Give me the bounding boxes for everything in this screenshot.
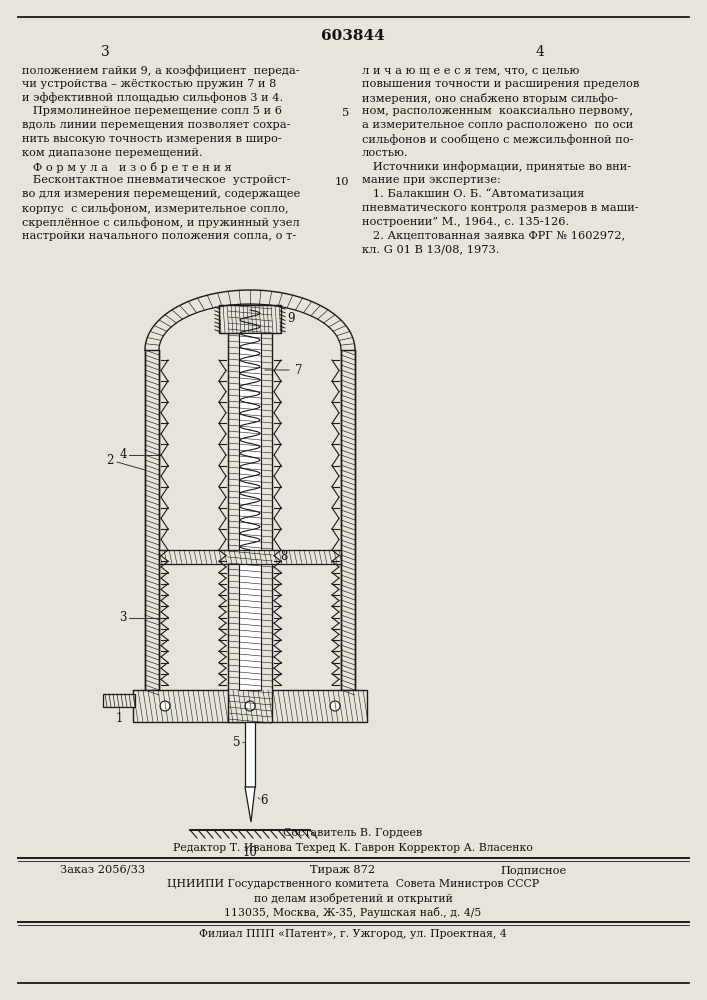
Text: Редактор Т. Иванова Техред К. Гаврон Корректор А. Власенко: Редактор Т. Иванова Техред К. Гаврон Кор…	[173, 843, 533, 853]
Text: ностроении” М., 1964., с. 135-126.: ностроении” М., 1964., с. 135-126.	[362, 217, 569, 227]
Text: ком диапазоне перемещений.: ком диапазоне перемещений.	[22, 148, 203, 158]
Text: положением гайки 9, а коэффициент  переда-: положением гайки 9, а коэффициент переда…	[22, 65, 300, 76]
Text: корпус  с сильфоном, измерительное сопло,: корпус с сильфоном, измерительное сопло,	[22, 203, 288, 214]
Bar	[239, 333, 261, 690]
Polygon shape	[245, 787, 255, 822]
Text: Источники информации, принятые во вни-: Источники информации, принятые во вни-	[362, 162, 631, 172]
Text: 1. Балакшин О. Б. “Автоматизация: 1. Балакшин О. Б. “Автоматизация	[362, 189, 585, 199]
Text: Бесконтактное пневматическое  устройст-: Бесконтактное пневматическое устройст-	[22, 175, 291, 185]
Text: 1: 1	[115, 712, 123, 726]
Bar	[228, 305, 272, 722]
Text: нить высокую точность измерения в широ-: нить высокую точность измерения в широ-	[22, 134, 282, 144]
Bar	[159, 550, 341, 564]
Text: скреплённое с сильфоном, и пружинный узел: скреплённое с сильфоном, и пружинный узе…	[22, 217, 300, 228]
Text: 4: 4	[536, 45, 544, 59]
Text: по делам изобретений и открытий: по делам изобретений и открытий	[254, 893, 452, 904]
Text: кл. G 01 B 13/08, 1973.: кл. G 01 B 13/08, 1973.	[362, 244, 500, 254]
Text: Тираж 872: Тираж 872	[310, 865, 375, 875]
Bar	[219, 305, 281, 333]
Text: 3: 3	[100, 45, 110, 59]
Bar	[133, 690, 367, 722]
Text: Прямолинейное перемещение сопл 5 и 6: Прямолинейное перемещение сопл 5 и 6	[22, 106, 282, 116]
Text: 10: 10	[334, 177, 349, 187]
Bar	[103, 694, 135, 707]
Text: мание при экспертизе:: мание при экспертизе:	[362, 175, 501, 185]
Text: ЦНИИПИ Государственного комитета  Совета Министров СССР: ЦНИИПИ Государственного комитета Совета …	[167, 879, 539, 889]
Text: настройки начального положения сопла, о т-: настройки начального положения сопла, о …	[22, 231, 296, 241]
Text: вдоль линии перемещения позволяет сохра-: вдоль линии перемещения позволяет сохра-	[22, 120, 291, 130]
Text: измерения, оно снабжено вторым сильфо-: измерения, оно снабжено вторым сильфо-	[362, 93, 618, 104]
Text: сильфонов и сообщено с межсильфонной по-: сильфонов и сообщено с межсильфонной по-	[362, 134, 633, 145]
Text: 6: 6	[260, 794, 267, 808]
Text: пневматического контроля размеров в маши-: пневматического контроля размеров в маши…	[362, 203, 638, 213]
Text: ном, расположенным  коаксиально первому,: ном, расположенным коаксиально первому,	[362, 106, 633, 116]
Text: Филиал ППП «Патент», г. Ужгород, ул. Проектная, 4: Филиал ППП «Патент», г. Ужгород, ул. Про…	[199, 929, 507, 939]
Text: повышения точности и расширения пределов: повышения точности и расширения пределов	[362, 79, 639, 89]
Bar	[145, 350, 159, 690]
Text: 9: 9	[287, 312, 295, 326]
Text: Заказ 2056/33: Заказ 2056/33	[60, 865, 145, 875]
Text: 10: 10	[243, 846, 257, 859]
Text: 5: 5	[341, 108, 349, 118]
Text: и эффективной площадью сильфонов 3 и 4.: и эффективной площадью сильфонов 3 и 4.	[22, 93, 284, 103]
Text: 2. Акцептованная заявка ФРГ № 1602972,: 2. Акцептованная заявка ФРГ № 1602972,	[362, 231, 625, 241]
Bar	[341, 350, 355, 690]
Text: 3: 3	[119, 611, 127, 624]
Text: Ф о р м у л а   и з о б р е т е н и я: Ф о р м у л а и з о б р е т е н и я	[22, 162, 232, 173]
Text: 113035, Москва, Ж-35, Раушская наб., д. 4/5: 113035, Москва, Ж-35, Раушская наб., д. …	[224, 907, 481, 918]
Text: 5: 5	[233, 736, 240, 748]
Text: чи устройства – жёсткостью пружин 7 и 8: чи устройства – жёсткостью пружин 7 и 8	[22, 79, 276, 89]
Circle shape	[245, 701, 255, 711]
Text: 8: 8	[280, 550, 287, 564]
Text: лостью.: лостью.	[362, 148, 409, 158]
Text: Составитель В. Гордеев: Составитель В. Гордеев	[284, 828, 423, 838]
Text: Подписное: Подписное	[500, 865, 566, 875]
Text: 603844: 603844	[321, 29, 385, 43]
Circle shape	[330, 701, 340, 711]
Text: 4: 4	[119, 448, 127, 462]
Bar	[245, 722, 255, 787]
Text: 7: 7	[295, 363, 303, 376]
Text: а измерительное сопло расположено  по оси: а измерительное сопло расположено по оси	[362, 120, 633, 130]
Circle shape	[160, 701, 170, 711]
Text: 2: 2	[106, 454, 114, 466]
Text: л и ч а ю щ е е с я тем, что, с целью: л и ч а ю щ е е с я тем, что, с целью	[362, 65, 579, 75]
Text: во для измерения перемещений, содержащее: во для измерения перемещений, содержащее	[22, 189, 300, 199]
